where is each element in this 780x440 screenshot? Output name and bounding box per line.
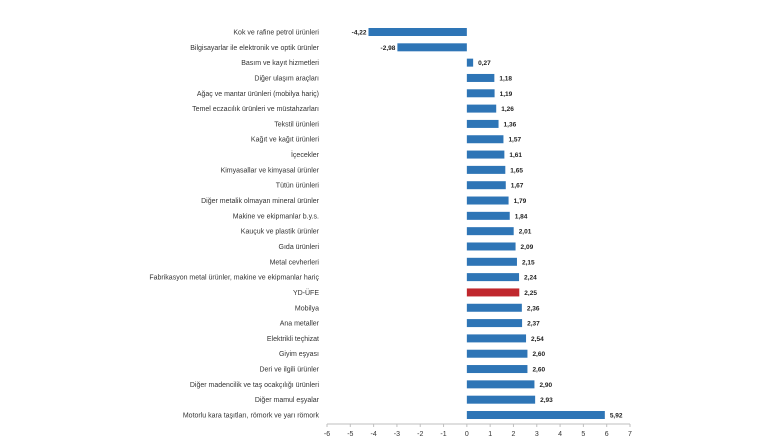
value-label: 2,25 (524, 290, 537, 297)
bar (466, 196, 509, 205)
x-tick-label: 1 (488, 431, 492, 438)
x-tick-label: 6 (605, 431, 609, 438)
x-tick-label: -5 (347, 431, 353, 438)
category-label: Diğer metalik olmayan mineral ürünler (201, 198, 320, 205)
value-label: 5,92 (610, 413, 623, 420)
value-label: 2,60 (532, 351, 545, 358)
x-tick-label: 3 (535, 431, 539, 438)
bar (466, 319, 523, 328)
bar (466, 349, 528, 358)
category-label: Temel eczacılık ürünleri ve müstahzarlar… (192, 106, 319, 113)
x-tick-label: 7 (628, 431, 632, 438)
value-label: 2,60 (532, 367, 545, 374)
x-tick-label: 4 (558, 431, 562, 438)
category-label: Ana metaller (280, 321, 320, 328)
x-axis: -6 -5 -4 -3 -2 -1 0 1 2 3 4 5 6 7 (324, 423, 632, 438)
x-tick-label: -1 (440, 431, 446, 438)
value-label: 1,18 (499, 75, 512, 82)
bar (466, 303, 522, 312)
bar (466, 135, 504, 144)
value-label: 2,01 (519, 229, 532, 236)
highlight-bar (466, 288, 520, 297)
x-tick-label: -6 (324, 431, 330, 438)
category-label: Metal cevherleri (270, 259, 320, 266)
category-label: Tekstil ürünleri (274, 121, 319, 128)
bar (466, 58, 474, 67)
category-label: Kauçuk ve plastik ürünler (241, 229, 320, 236)
value-label: 1,26 (501, 106, 514, 113)
bar (466, 334, 527, 343)
category-label: Kok ve rafine petrol ürünleri (233, 30, 319, 37)
bar (466, 411, 605, 419)
category-label: Kimyasallar ve kimyasal ürünler (221, 167, 320, 174)
category-label: Bilgisayarlar ile elektronik ve optik ür… (190, 45, 319, 52)
category-label: Ağaç ve mantar ürünleri (mobilya hariç) (197, 91, 319, 98)
bar (466, 104, 497, 113)
bar (466, 150, 505, 159)
value-label: 2,15 (522, 259, 535, 266)
value-label: 1,57 (508, 137, 521, 144)
value-label: 1,36 (504, 121, 517, 128)
value-label: 1,79 (514, 198, 527, 205)
bar (466, 242, 516, 251)
bar (466, 165, 506, 174)
category-label: Gıda ürünleri (279, 244, 320, 251)
bars: Kok ve rafine petrol ürünleri -4,22 Bilgis… (149, 28, 623, 420)
bar (466, 365, 528, 374)
value-label: 2,93 (540, 397, 553, 404)
value-label: -2,98 (381, 45, 396, 52)
value-label: 2,36 (527, 305, 540, 312)
value-label: 2,37 (527, 321, 540, 328)
category-label: Mobilya (295, 305, 319, 312)
category-label: Tütün ürünleri (276, 183, 320, 190)
category-label: Kağıt ve kağıt ürünleri (251, 137, 320, 144)
x-tick-label: -3 (394, 431, 400, 438)
value-label: 1,61 (509, 152, 522, 159)
value-label: 1,65 (510, 167, 523, 174)
category-label: Makine ve ekipmanlar b.y.s. (233, 213, 319, 220)
bar (466, 89, 495, 98)
value-label: 1,84 (515, 213, 528, 220)
category-label: Giyim eşyası (279, 351, 319, 358)
value-label: 0,27 (478, 60, 491, 67)
category-label: Diğer mamul eşyalar (255, 397, 320, 404)
bar (466, 395, 536, 404)
category-label: Deri ve ilgili ürünler (259, 367, 319, 374)
x-tick-label: 0 (465, 431, 469, 438)
bar (466, 119, 499, 128)
category-label: İçecekler (291, 150, 320, 159)
category-label: Basım ve kayıt hizmetleri (241, 60, 319, 67)
bar (397, 43, 467, 52)
category-label: YD-ÜFE (293, 289, 319, 297)
x-tick-label: 2 (512, 431, 516, 438)
category-label: Fabrikasyon metal ürünler, makine ve eki… (149, 275, 319, 282)
category-label: Diğer ulaşım araçları (254, 75, 319, 82)
x-tick-label: -4 (370, 431, 376, 438)
value-label: 1,19 (500, 91, 513, 98)
value-label: 2,09 (521, 244, 534, 251)
bar (466, 73, 495, 82)
value-label: 2,54 (531, 336, 544, 343)
x-tick-label: 5 (581, 431, 585, 438)
bar (466, 181, 506, 190)
value-label: 2,24 (524, 275, 537, 282)
bar (466, 211, 510, 220)
category-label: Motorlu kara taşıtları, römork ve yarı r… (183, 413, 320, 420)
value-label: 2,90 (539, 382, 552, 389)
x-tick-label: -2 (417, 431, 423, 438)
category-label: Elektrikli teçhizat (267, 336, 319, 343)
bar (368, 28, 467, 36)
bar (466, 227, 514, 236)
category-label: Diğer madencilik ve taş ocakçılığı ürünl… (190, 382, 320, 389)
value-label: -4,22 (352, 30, 367, 37)
bar (466, 273, 520, 282)
bar (466, 257, 517, 266)
value-label: 1,67 (511, 183, 524, 190)
bar (466, 380, 535, 389)
